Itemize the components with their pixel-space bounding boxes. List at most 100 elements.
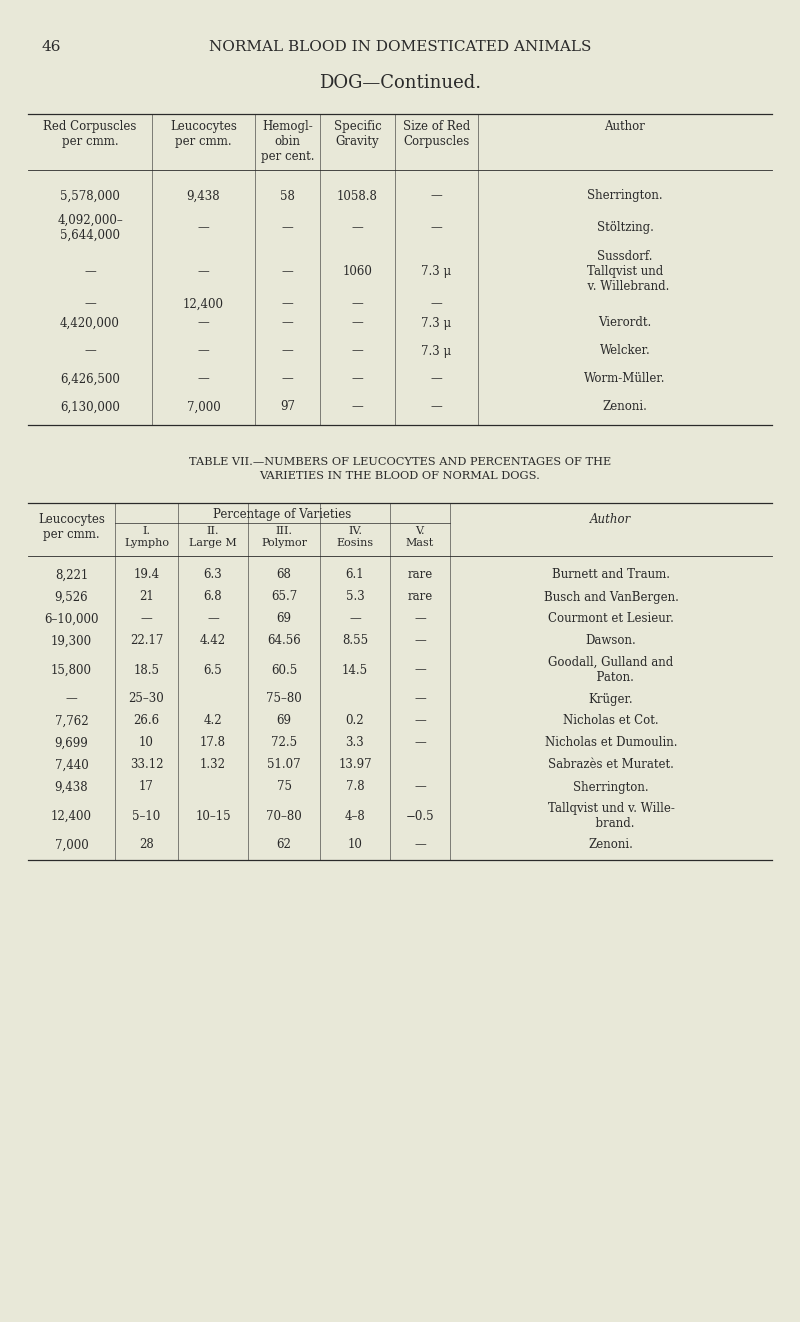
- Text: —: —: [352, 297, 363, 311]
- Text: —: —: [414, 612, 426, 625]
- Text: Leucocytes
per cmm.: Leucocytes per cmm.: [38, 513, 105, 541]
- Text: —: —: [414, 714, 426, 727]
- Text: 25–30: 25–30: [129, 693, 164, 706]
- Text: 58: 58: [280, 189, 295, 202]
- Text: —: —: [198, 222, 210, 234]
- Text: Author: Author: [590, 513, 632, 526]
- Text: —: —: [282, 345, 294, 357]
- Text: 7,440: 7,440: [54, 759, 88, 772]
- Text: 14.5: 14.5: [342, 664, 368, 677]
- Text: 7.8: 7.8: [346, 780, 364, 793]
- Text: 17.8: 17.8: [200, 736, 226, 750]
- Text: 8.55: 8.55: [342, 635, 368, 648]
- Text: Goodall, Gulland and
  Paton.: Goodall, Gulland and Paton.: [548, 656, 674, 683]
- Text: 46: 46: [42, 40, 62, 54]
- Text: 0.2: 0.2: [346, 714, 364, 727]
- Text: —: —: [84, 264, 96, 278]
- Text: Sussdorf.
Tallqvist und
  v. Willebrand.: Sussdorf. Tallqvist und v. Willebrand.: [580, 250, 670, 293]
- Text: —: —: [352, 373, 363, 386]
- Text: 33.12: 33.12: [130, 759, 163, 772]
- Text: 6.1: 6.1: [346, 568, 364, 582]
- Text: Leucocytes
per cmm.: Leucocytes per cmm.: [170, 120, 237, 148]
- Text: 12,400: 12,400: [183, 297, 224, 311]
- Text: 9,438: 9,438: [186, 189, 220, 202]
- Text: 69: 69: [277, 714, 291, 727]
- Text: Size of Red
Corpuscles: Size of Red Corpuscles: [403, 120, 470, 148]
- Text: Zenoni.: Zenoni.: [602, 401, 647, 414]
- Text: Tallqvist und v. Wille-
  brand.: Tallqvist und v. Wille- brand.: [547, 802, 674, 830]
- Text: I.
Lympho: I. Lympho: [124, 526, 169, 547]
- Text: 5,578,000: 5,578,000: [60, 189, 120, 202]
- Text: Sherrington.: Sherrington.: [587, 189, 663, 202]
- Text: 6–10,000: 6–10,000: [44, 612, 98, 625]
- Text: Percentage of Varieties: Percentage of Varieties: [214, 508, 352, 521]
- Text: 97: 97: [280, 401, 295, 414]
- Text: 5–10: 5–10: [132, 809, 161, 822]
- Text: VARIETIES IN THE BLOOD OF NORMAL DOGS.: VARIETIES IN THE BLOOD OF NORMAL DOGS.: [259, 471, 541, 481]
- Text: —: —: [282, 264, 294, 278]
- Text: V.
Mast: V. Mast: [406, 526, 434, 547]
- Text: 10–15: 10–15: [195, 809, 231, 822]
- Text: NORMAL BLOOD IN DOMESTICATED ANIMALS: NORMAL BLOOD IN DOMESTICATED ANIMALS: [209, 40, 591, 54]
- Text: —: —: [414, 664, 426, 677]
- Text: 13.97: 13.97: [338, 759, 372, 772]
- Text: 26.6: 26.6: [134, 714, 159, 727]
- Text: 6.8: 6.8: [204, 591, 222, 604]
- Text: —: —: [430, 401, 442, 414]
- Text: —: —: [414, 635, 426, 648]
- Text: 18.5: 18.5: [134, 664, 159, 677]
- Text: Author: Author: [605, 120, 646, 134]
- Text: 7.3 μ: 7.3 μ: [422, 316, 451, 329]
- Text: Sherrington.: Sherrington.: [573, 780, 649, 793]
- Text: 72.5: 72.5: [271, 736, 297, 750]
- Text: Worm-Müller.: Worm-Müller.: [584, 373, 666, 386]
- Text: 4,420,000: 4,420,000: [60, 316, 120, 329]
- Text: —: —: [282, 316, 294, 329]
- Text: —: —: [352, 222, 363, 234]
- Text: −0.5: −0.5: [406, 809, 434, 822]
- Text: —: —: [198, 264, 210, 278]
- Text: Stöltzing.: Stöltzing.: [597, 222, 654, 234]
- Text: 4,092,000–
5,644,000: 4,092,000– 5,644,000: [57, 214, 123, 242]
- Text: TABLE VII.—NUMBERS OF LEUCOCYTES AND PERCENTAGES OF THE: TABLE VII.—NUMBERS OF LEUCOCYTES AND PER…: [189, 457, 611, 467]
- Text: 15,800: 15,800: [51, 664, 92, 677]
- Text: 68: 68: [277, 568, 291, 582]
- Text: 17: 17: [139, 780, 154, 793]
- Text: —: —: [430, 189, 442, 202]
- Text: Nicholas et Dumoulin.: Nicholas et Dumoulin.: [545, 736, 678, 750]
- Text: —: —: [207, 612, 219, 625]
- Text: —: —: [282, 297, 294, 311]
- Text: —: —: [414, 693, 426, 706]
- Text: 6.5: 6.5: [204, 664, 222, 677]
- Text: Sabrazès et Muratet.: Sabrazès et Muratet.: [548, 759, 674, 772]
- Text: 75: 75: [277, 780, 291, 793]
- Text: rare: rare: [407, 568, 433, 582]
- Text: —: —: [198, 316, 210, 329]
- Text: 75–80: 75–80: [266, 693, 302, 706]
- Text: —: —: [84, 297, 96, 311]
- Text: —: —: [352, 316, 363, 329]
- Text: 7.3 μ: 7.3 μ: [422, 345, 451, 357]
- Text: —: —: [414, 780, 426, 793]
- Text: 60.5: 60.5: [271, 664, 297, 677]
- Text: 7,762: 7,762: [54, 714, 88, 727]
- Text: —: —: [141, 612, 152, 625]
- Text: 51.07: 51.07: [267, 759, 301, 772]
- Text: 70–80: 70–80: [266, 809, 302, 822]
- Text: Burnett and Traum.: Burnett and Traum.: [552, 568, 670, 582]
- Text: 5.3: 5.3: [346, 591, 364, 604]
- Text: 1060: 1060: [342, 264, 373, 278]
- Text: Red Corpuscles
per cmm.: Red Corpuscles per cmm.: [43, 120, 137, 148]
- Text: 4–8: 4–8: [345, 809, 366, 822]
- Text: —: —: [66, 693, 78, 706]
- Text: 10: 10: [139, 736, 154, 750]
- Text: 6,426,500: 6,426,500: [60, 373, 120, 386]
- Text: III.
Polymor: III. Polymor: [261, 526, 307, 547]
- Text: Specific
Gravity: Specific Gravity: [334, 120, 382, 148]
- Text: 4.42: 4.42: [200, 635, 226, 648]
- Text: 7,000: 7,000: [54, 838, 88, 851]
- Text: 6.3: 6.3: [204, 568, 222, 582]
- Text: Welcker.: Welcker.: [600, 345, 650, 357]
- Text: 10: 10: [347, 838, 362, 851]
- Text: —: —: [84, 345, 96, 357]
